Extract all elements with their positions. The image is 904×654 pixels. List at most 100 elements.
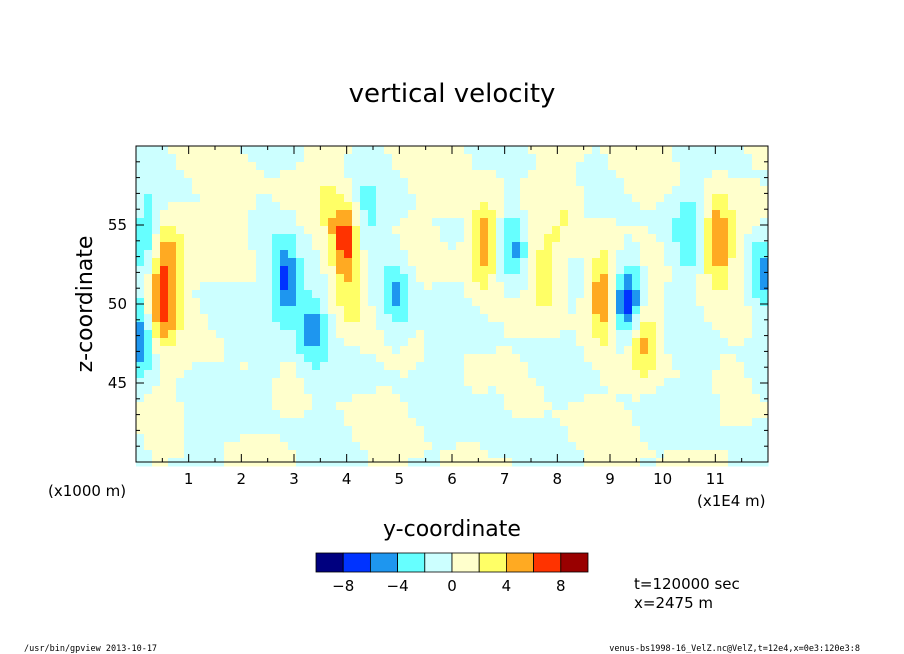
- field-cell: [352, 298, 361, 307]
- colorbar-swatch: [505, 552, 534, 573]
- field-cell: [336, 226, 345, 235]
- field-cell: [640, 362, 649, 371]
- field-cell: [656, 386, 665, 395]
- field-cell: [736, 234, 745, 243]
- field-cell: [552, 330, 561, 339]
- field-cell: [424, 418, 433, 427]
- field-cell: [760, 250, 769, 259]
- field-cell: [760, 434, 769, 443]
- field-cell: [496, 338, 505, 347]
- field-cell: [216, 402, 225, 411]
- x-tick-label: 3: [289, 470, 299, 488]
- field-cell: [624, 162, 633, 171]
- field-cell: [224, 202, 233, 211]
- field-cell: [712, 362, 721, 371]
- field-cell: [216, 298, 225, 307]
- colorbar-swatch: [369, 552, 398, 573]
- field-cell: [288, 250, 297, 259]
- field-cell: [752, 258, 761, 267]
- field-cell: [400, 258, 409, 267]
- field-cell: [712, 354, 721, 363]
- field-cell: [760, 202, 769, 211]
- field-cell: [512, 450, 521, 459]
- field-cell: [448, 330, 457, 339]
- field-cell: [656, 178, 665, 187]
- field-cell: [688, 298, 697, 307]
- field-cell: [616, 394, 625, 403]
- field-cell: [336, 234, 345, 243]
- field-cell: [264, 282, 273, 291]
- field-cell: [328, 306, 337, 315]
- field-cell: [640, 210, 649, 219]
- field-cell: [432, 210, 441, 219]
- field-cell: [256, 394, 265, 403]
- field-cell: [600, 282, 609, 291]
- field-cell: [640, 378, 649, 387]
- field-cell: [280, 410, 289, 419]
- field-cell: [208, 210, 217, 219]
- field-cell: [688, 426, 697, 435]
- field-cell: [264, 242, 273, 251]
- field-cell: [184, 370, 193, 379]
- field-cell: [672, 234, 681, 243]
- field-cell: [488, 322, 497, 331]
- field-cell: [240, 258, 249, 267]
- field-cell: [352, 282, 361, 291]
- field-cell: [616, 354, 625, 363]
- field-cell: [472, 154, 481, 163]
- field-cell: [464, 378, 473, 387]
- field-cell: [144, 266, 153, 275]
- field-cell: [704, 250, 713, 259]
- field-cell: [584, 338, 593, 347]
- field-cell: [616, 338, 625, 347]
- field-cell: [520, 362, 529, 371]
- field-cell: [728, 306, 737, 315]
- field-cell: [600, 274, 609, 283]
- field-cell: [672, 202, 681, 211]
- field-cell: [208, 298, 217, 307]
- field-cell: [440, 226, 449, 235]
- field-cell: [696, 442, 705, 451]
- field-cell: [696, 346, 705, 355]
- field-cell: [632, 346, 641, 355]
- field-cell: [728, 162, 737, 171]
- field-cell: [720, 338, 729, 347]
- field-cell: [664, 410, 673, 419]
- field-cell: [424, 402, 433, 411]
- field-cell: [592, 146, 601, 155]
- field-cell: [576, 386, 585, 395]
- field-cell: [560, 266, 569, 275]
- field-cell: [360, 418, 369, 427]
- field-cell: [272, 170, 281, 179]
- field-cell: [312, 314, 321, 323]
- field-cell: [392, 434, 401, 443]
- field-cell: [152, 402, 161, 411]
- field-cell: [616, 346, 625, 355]
- field-cell: [440, 266, 449, 275]
- field-cell: [432, 362, 441, 371]
- field-cell: [648, 402, 657, 411]
- field-cell: [696, 322, 705, 331]
- field-cell: [608, 282, 617, 291]
- field-cell: [736, 250, 745, 259]
- field-cell: [488, 154, 497, 163]
- field-cell: [448, 394, 457, 403]
- field-cell: [512, 442, 521, 451]
- field-cell: [512, 298, 521, 307]
- field-cell: [728, 154, 737, 163]
- field-cell: [528, 418, 537, 427]
- field-cell: [728, 242, 737, 251]
- field-cell: [328, 226, 337, 235]
- field-cell: [312, 378, 321, 387]
- field-cell: [672, 386, 681, 395]
- field-cell: [328, 242, 337, 251]
- field-cell: [568, 314, 577, 323]
- field-cell: [240, 210, 249, 219]
- field-cell: [192, 330, 201, 339]
- field-cell: [640, 250, 649, 259]
- field-cell: [544, 330, 553, 339]
- field-cell: [392, 394, 401, 403]
- field-cell: [216, 178, 225, 187]
- field-cell: [736, 330, 745, 339]
- field-cell: [488, 146, 497, 155]
